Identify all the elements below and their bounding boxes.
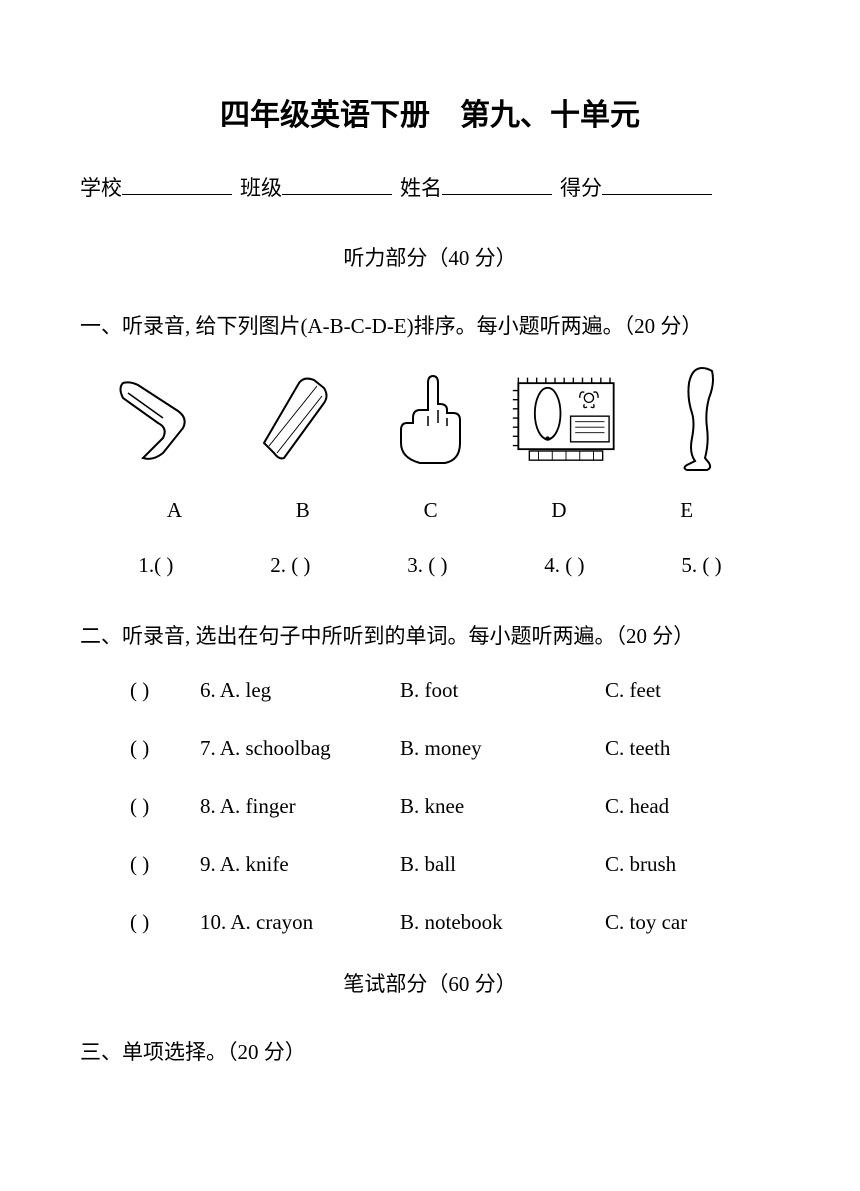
q2-row: ( )9. A. knifeB. ballC. brush <box>80 852 780 877</box>
q2-option-a: 9. A. knife <box>200 852 400 877</box>
answer-4[interactable]: 4. ( ) <box>544 553 584 578</box>
q2-option-a: 8. A. finger <box>200 794 400 819</box>
q2-paren[interactable]: ( ) <box>130 678 200 703</box>
score-label: 得分 <box>560 172 602 202</box>
q2-option-b: B. ball <box>400 852 605 877</box>
label-a: A <box>167 498 182 523</box>
school-blank[interactable] <box>122 194 232 195</box>
q2-option-b: B. foot <box>400 678 605 703</box>
answer-3[interactable]: 3. ( ) <box>407 553 447 578</box>
class-label: 班级 <box>240 172 282 202</box>
q2-row: ( )10. A. crayonB. notebookC. toy car <box>80 910 780 935</box>
student-info-line: 学校 班级 姓名 得分 <box>80 172 780 202</box>
q2-paren[interactable]: ( ) <box>130 794 200 819</box>
leg-icon <box>647 368 757 468</box>
elbow-icon <box>103 368 213 468</box>
q2-option-c: C. toy car <box>605 910 780 935</box>
listening-section-header: 听力部分（40 分） <box>80 242 780 272</box>
q2-option-c: C. head <box>605 794 780 819</box>
class-blank[interactable] <box>282 194 392 195</box>
q2-row: ( )6. A. legB. footC. feet <box>80 678 780 703</box>
name-label: 姓名 <box>400 172 442 202</box>
q2-option-c: C. feet <box>605 678 780 703</box>
label-d: D <box>551 498 566 523</box>
written-section-header: 笔试部分（60 分） <box>80 968 780 998</box>
finger-icon <box>375 368 485 468</box>
answer-2[interactable]: 2. ( ) <box>270 553 310 578</box>
q2-option-c: C. brush <box>605 852 780 877</box>
q2-option-b: B. notebook <box>400 910 605 935</box>
label-c: C <box>424 498 438 523</box>
q2-row: ( )8. A. fingerB. kneeC. head <box>80 794 780 819</box>
label-b: B <box>296 498 310 523</box>
answer-1[interactable]: 1.( ) <box>138 553 173 578</box>
q2-option-a: 10. A. crayon <box>200 910 400 935</box>
q2-paren[interactable]: ( ) <box>130 852 200 877</box>
q2-option-b: B. money <box>400 736 605 761</box>
page-title: 四年级英语下册 第九、十单元 <box>80 90 780 134</box>
q1-instruction: 一、听录音, 给下列图片(A-B-C-D-E)排序。每小题听两遍。（20 分） <box>80 310 780 340</box>
school-label: 学校 <box>80 172 122 202</box>
q2-instruction: 二、听录音, 选出在句子中所听到的单词。每小题听两遍。（20 分） <box>80 620 780 650</box>
eraser-icon <box>239 368 349 468</box>
label-e: E <box>680 498 693 523</box>
q3-instruction: 三、单项选择。（20 分） <box>80 1036 780 1066</box>
q2-option-c: C. teeth <box>605 736 780 761</box>
q2-row: ( )7. A. schoolbagB. moneyC. teeth <box>80 736 780 761</box>
q1-images-row <box>80 368 780 468</box>
q1-labels: A B C D E <box>80 498 780 523</box>
name-blank[interactable] <box>442 194 552 195</box>
answer-5[interactable]: 5. ( ) <box>681 553 721 578</box>
q2-option-a: 6. A. leg <box>200 678 400 703</box>
q2-paren[interactable]: ( ) <box>130 736 200 761</box>
q2-option-b: B. knee <box>400 794 605 819</box>
q2-paren[interactable]: ( ) <box>130 910 200 935</box>
score-blank[interactable] <box>602 194 712 195</box>
pencilcase-icon <box>511 368 621 468</box>
q1-answers: 1.( ) 2. ( ) 3. ( ) 4. ( ) 5. ( ) <box>80 553 780 578</box>
q2-option-a: 7. A. schoolbag <box>200 736 400 761</box>
